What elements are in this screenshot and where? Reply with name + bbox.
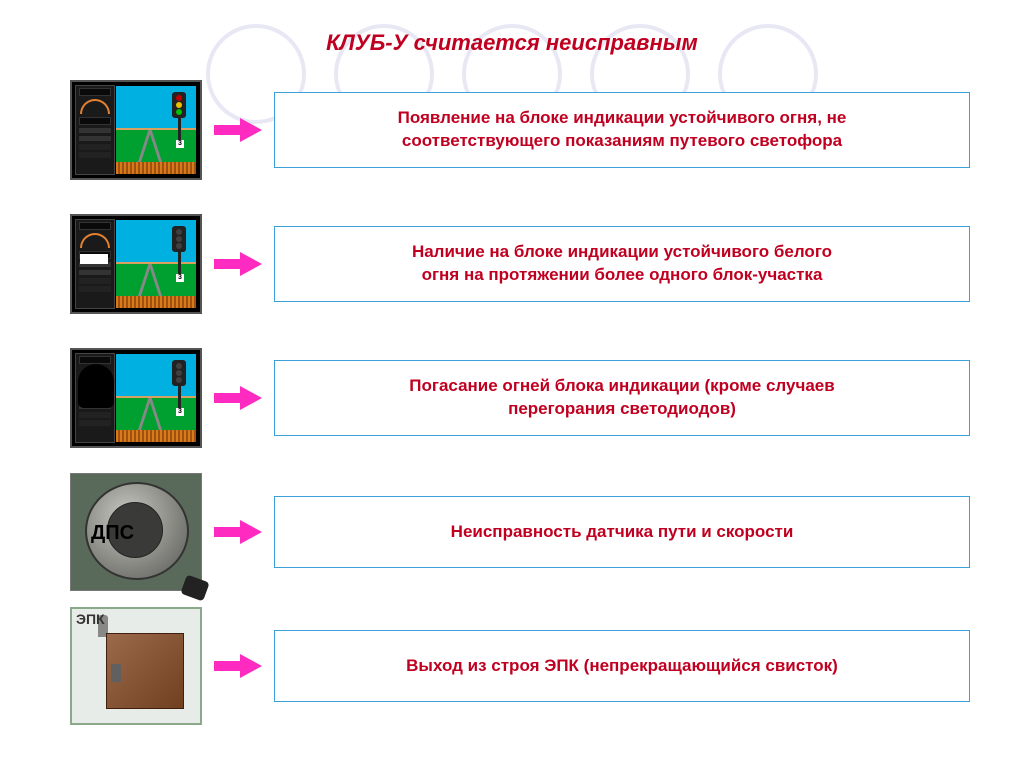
dps-label: ДПС (91, 522, 134, 545)
fault-description-box: Неисправность датчика пути и скорости (274, 496, 970, 568)
fault-description-line: Неисправность датчика пути и скорости (451, 521, 794, 544)
dps-thumbnail: ДПС (70, 473, 202, 591)
fault-description-line: огня на протяжении более одного блок-уча… (422, 264, 823, 287)
diagram-row: ЭПК Выход из строя ЭПК (непрекращающийся… (70, 612, 970, 720)
arrow-icon (202, 250, 274, 278)
fault-description-box: Погасание огней блока индикации (кроме с… (274, 360, 970, 436)
page-title: КЛУБ-У считается неисправным (0, 30, 1024, 56)
klub-thumbnail: 3 (70, 214, 202, 314)
diagram-row: ДПС Неисправность датчика пути и скорост… (70, 478, 970, 586)
fault-description-line: перегорания светодиодов) (508, 398, 736, 421)
fault-description-box: Наличие на блоке индикации устойчивого б… (274, 226, 970, 302)
epk-tag: ЭПК (76, 611, 105, 627)
fault-description-line: соответствующего показаниям путевого све… (402, 130, 842, 153)
klub-thumbnail: 3 (70, 348, 202, 448)
fault-description-box: Появление на блоке индикации устойчивого… (274, 92, 970, 168)
fault-description-line: Погасание огней блока индикации (кроме с… (409, 375, 834, 398)
arrow-icon (202, 652, 274, 680)
fault-description-line: Выход из строя ЭПК (непрекращающийся сви… (406, 655, 838, 678)
diagram-row: 3 Наличие на блоке индикации устойчивого… (70, 210, 970, 318)
diagram-row: 3 Появление на блоке индикации устойчиво… (70, 76, 970, 184)
arrow-icon (202, 116, 274, 144)
fault-description-line: Наличие на блоке индикации устойчивого б… (412, 241, 832, 264)
arrow-icon (202, 384, 274, 412)
klub-thumbnail: 3 (70, 80, 202, 180)
epk-thumbnail: ЭПК (70, 607, 202, 725)
rows-container: 3 Появление на блоке индикации устойчиво… (70, 76, 970, 746)
arrow-icon (202, 518, 274, 546)
diagram-row: 3 Погасание огней блока индикации (кроме… (70, 344, 970, 452)
fault-description-box: Выход из строя ЭПК (непрекращающийся сви… (274, 630, 970, 702)
fault-description-line: Появление на блоке индикации устойчивого… (398, 107, 847, 130)
